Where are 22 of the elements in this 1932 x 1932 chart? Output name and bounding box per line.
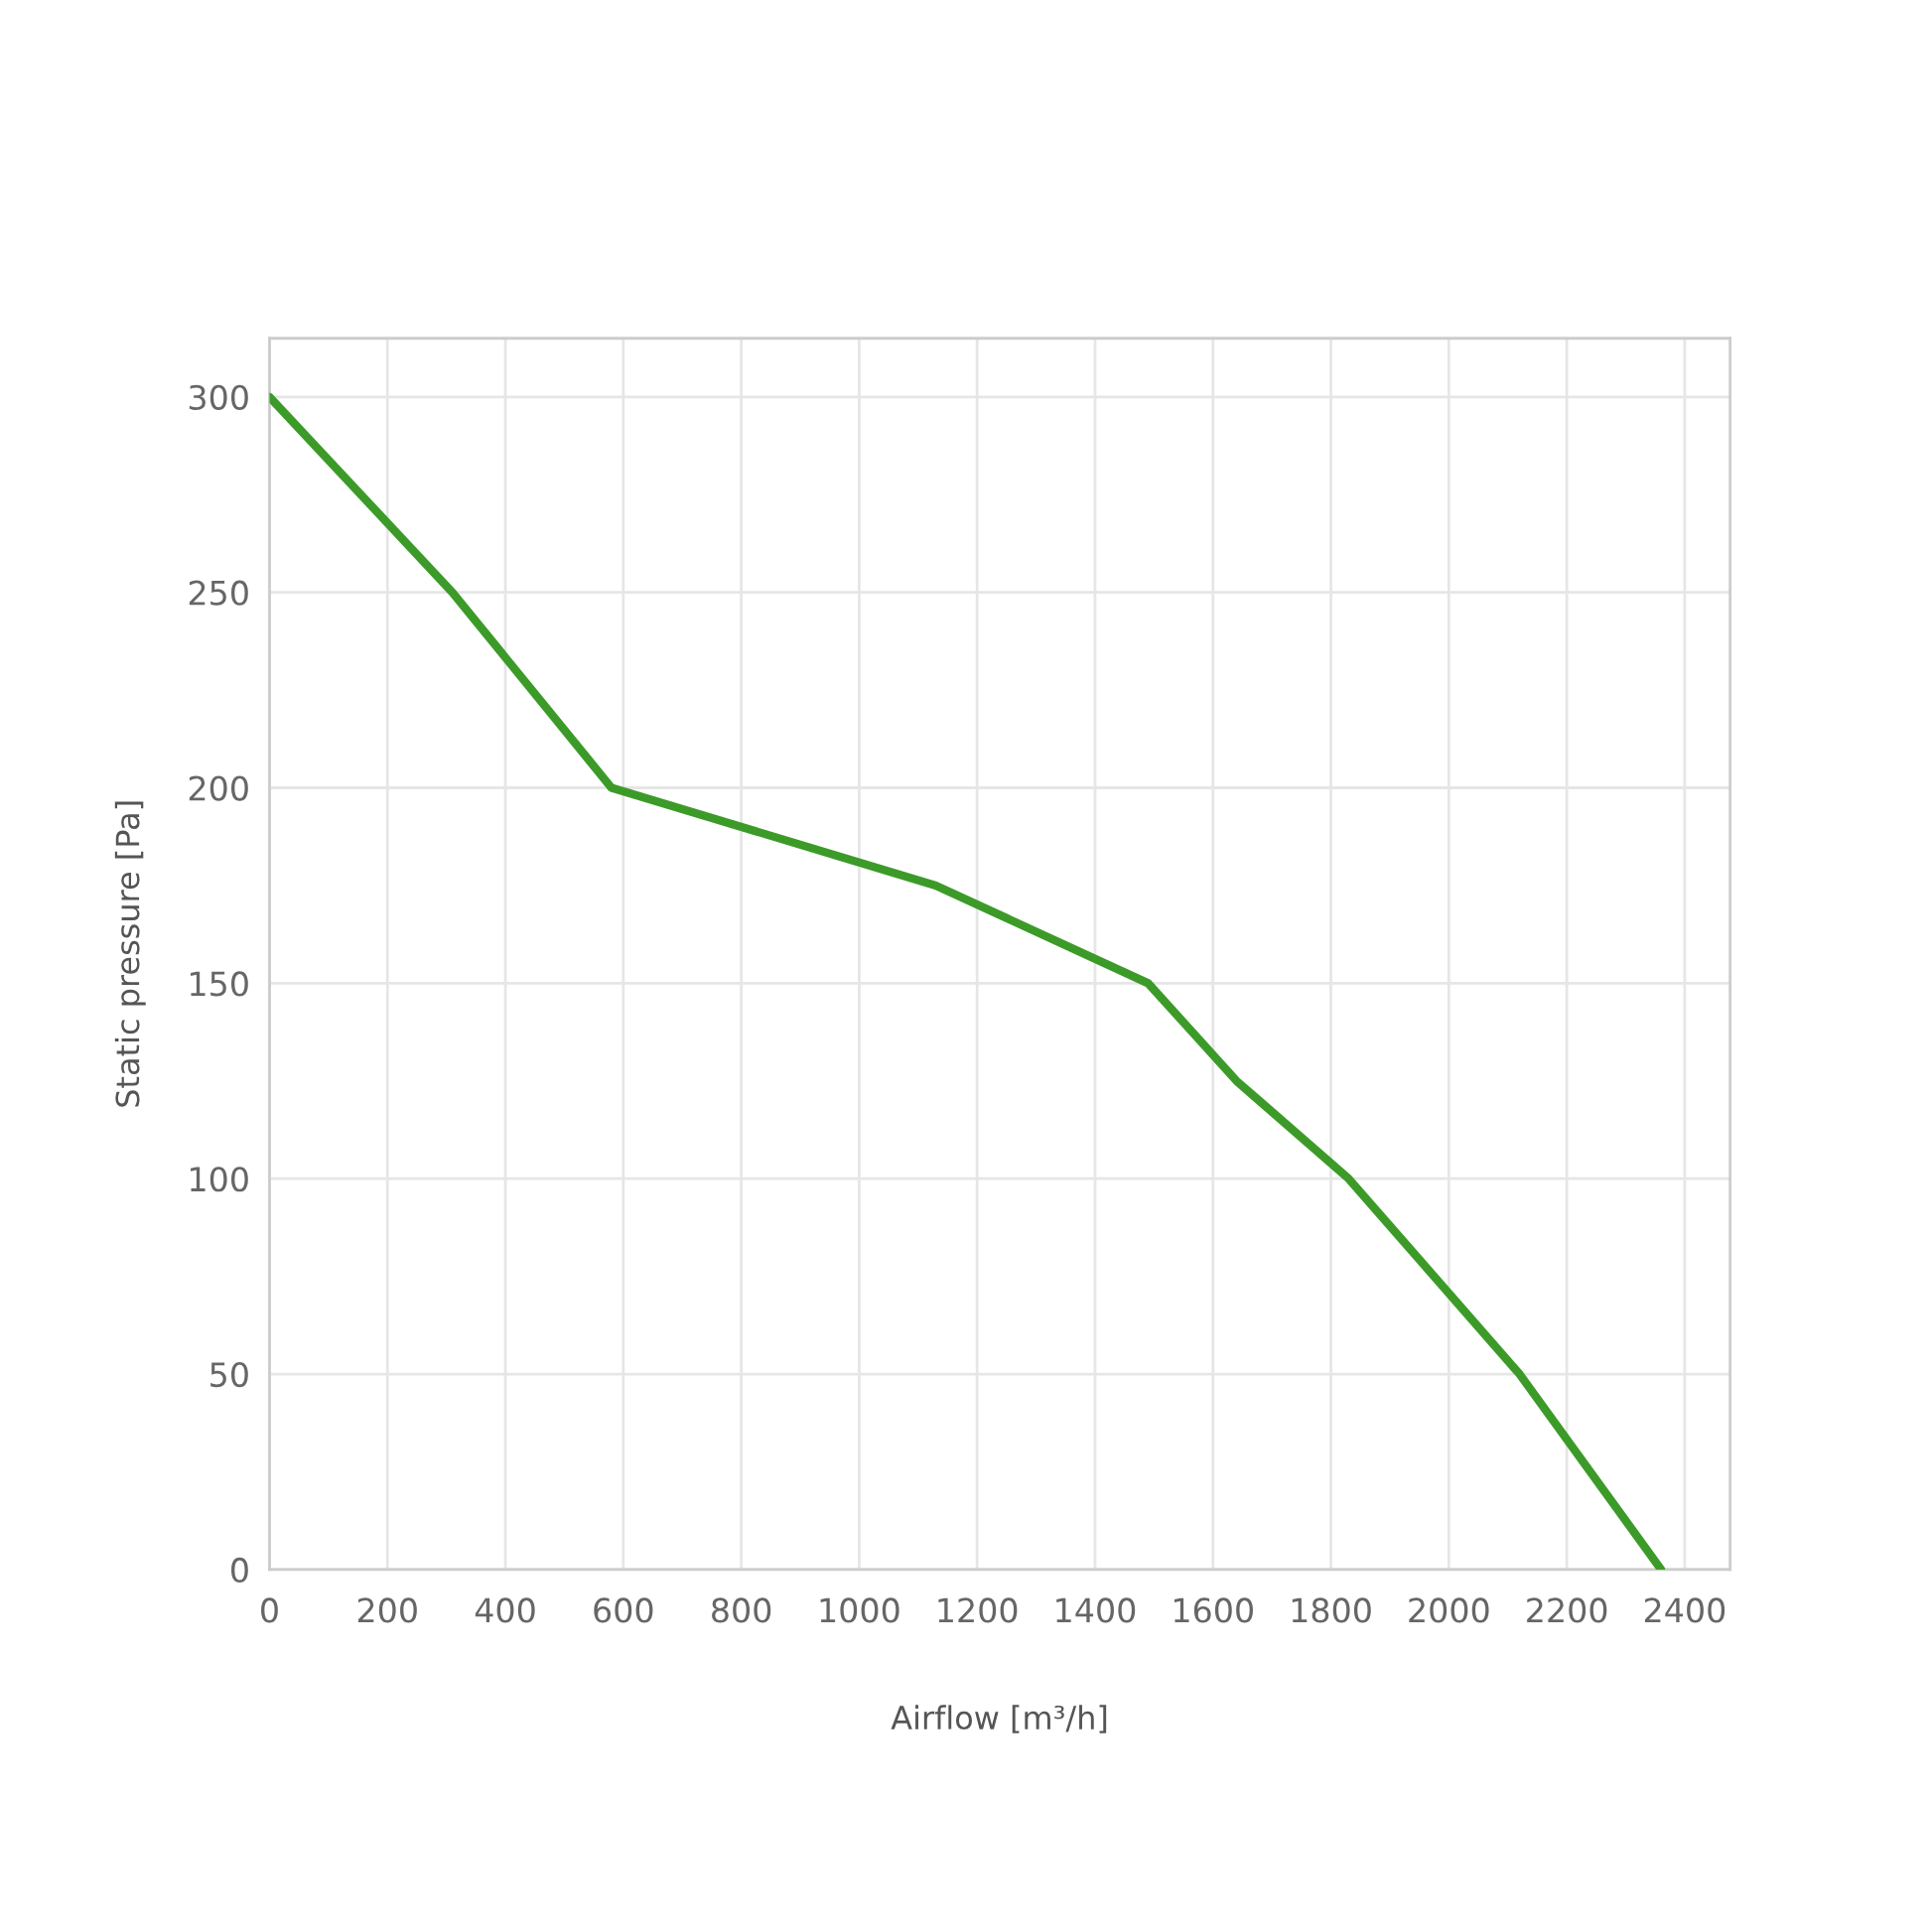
y-tick-label: 300 [189, 384, 248, 410]
x-tick-label: 600 [594, 1597, 653, 1623]
y-tick-label: 250 [189, 580, 248, 606]
x-tick-label: 2400 [1644, 1597, 1725, 1623]
x-tick-label: 0 [261, 1597, 278, 1623]
x-tick-label: 1000 [820, 1597, 899, 1623]
x-tick-label: 1400 [1056, 1597, 1136, 1623]
y-tick-label: 150 [191, 971, 248, 997]
y-axis-title: Static pressure [Pa] [114, 801, 146, 1107]
y-tick-label: 200 [189, 775, 248, 801]
x-tick-label: 1800 [1292, 1597, 1371, 1623]
x-tick-label: 800 [712, 1597, 771, 1623]
x-tick-label: 1200 [938, 1597, 1018, 1623]
x-tick-label: 1600 [1174, 1597, 1253, 1623]
y-tick-label: 0 [231, 1557, 248, 1584]
x-tick-label: 400 [475, 1597, 535, 1623]
x-tick-label: 200 [357, 1597, 417, 1623]
x-tick-label: 2200 [1527, 1597, 1607, 1623]
x-axis-title: Airflow [m³/h] [891, 1705, 1107, 1733]
y-tick-label: 100 [191, 1167, 248, 1192]
y-tick-label: 50 [210, 1362, 248, 1388]
x-tick-label: 2000 [1409, 1597, 1489, 1623]
